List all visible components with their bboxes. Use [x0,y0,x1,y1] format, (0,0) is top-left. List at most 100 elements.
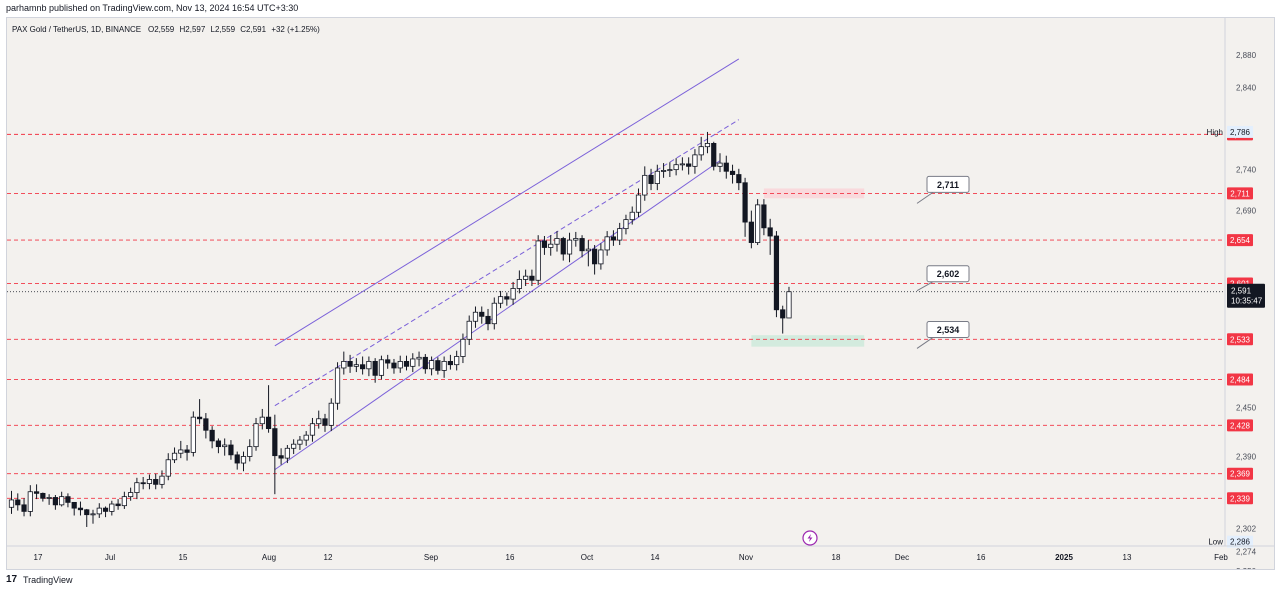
candle[interactable] [347,354,353,373]
candle[interactable] [96,503,102,518]
candle[interactable] [592,245,598,275]
candle[interactable] [33,484,40,500]
candle[interactable] [673,158,679,176]
candle[interactable] [65,493,71,508]
candle[interactable] [209,426,215,449]
candle[interactable] [535,235,541,286]
tradingview-brand[interactable]: TradingView [23,575,73,585]
candle[interactable] [548,235,554,256]
candle[interactable] [272,414,278,495]
candle[interactable] [403,355,410,371]
channel-middle-line[interactable] [274,119,740,407]
candle[interactable] [366,356,372,377]
event-bolt-icon[interactable] [802,530,818,546]
candle[interactable] [742,177,748,237]
candle[interactable] [610,230,617,246]
candle[interactable] [234,451,240,470]
candle[interactable] [428,356,435,376]
candle[interactable] [573,231,579,247]
candle[interactable] [247,439,253,462]
candle[interactable] [240,451,247,472]
candle[interactable] [410,353,416,373]
candle[interactable] [660,163,667,178]
candle[interactable] [159,470,165,489]
candle[interactable] [115,499,121,510]
candle[interactable] [667,162,673,178]
candle[interactable] [21,498,27,517]
chart-frame[interactable]: 2,711 2,602 2,534 2,880 2,840 2,740 2,690 2,45… [6,17,1275,576]
candle[interactable] [579,235,585,258]
candle[interactable] [353,358,359,373]
candle[interactable] [71,501,77,516]
candle[interactable] [435,357,441,375]
candle[interactable] [259,408,265,430]
candle[interactable] [692,149,698,174]
candle[interactable] [128,487,134,501]
callout-2711[interactable]: 2,711 [916,175,970,204]
candle[interactable] [90,509,96,524]
candle[interactable] [222,438,228,456]
candle[interactable] [585,240,591,267]
candle[interactable] [15,493,21,511]
candle[interactable] [203,413,209,439]
candle[interactable] [648,168,654,191]
candle[interactable] [341,351,347,375]
candle[interactable] [460,333,466,364]
candle[interactable] [309,417,316,442]
candle[interactable] [121,491,127,509]
candle[interactable] [479,306,485,324]
candle[interactable] [761,199,767,236]
candle[interactable] [303,431,309,446]
candle[interactable] [171,447,178,464]
time-axis[interactable]: 17 Jul 15 Aug 12 Sep 16 Oct 14 Nov 18 Dec 16 2025 13 Fe… [34,553,1229,562]
candle[interactable] [322,413,328,432]
candle[interactable] [441,356,447,378]
candle[interactable] [447,354,454,370]
candle[interactable] [780,305,786,334]
candle[interactable] [385,354,391,369]
candle[interactable] [472,306,479,328]
candle[interactable] [541,236,548,255]
candle[interactable] [140,476,146,490]
candle[interactable] [560,236,566,261]
candle[interactable] [316,410,322,429]
candle[interactable] [466,315,472,346]
candle[interactable] [422,354,428,374]
candle[interactable] [196,399,203,424]
candle[interactable] [686,157,692,175]
candle[interactable] [454,350,460,371]
candle[interactable] [723,155,729,179]
callout-2602[interactable]: 2,602 [916,265,970,292]
candle[interactable] [623,214,629,235]
candle[interactable] [711,141,717,171]
chart-svg[interactable]: 2,711 2,602 2,534 2,880 2,840 2,740 2,690 2,45… [7,18,1274,576]
candle[interactable] [102,506,109,518]
candle[interactable] [8,490,15,514]
candle[interactable] [679,157,685,171]
candle[interactable] [598,243,604,270]
candle[interactable] [786,286,792,319]
candle[interactable] [334,362,341,410]
candle[interactable] [253,417,259,451]
candle[interactable] [523,269,529,287]
candle[interactable] [755,199,761,246]
candle[interactable] [52,495,58,510]
candle[interactable] [27,485,33,517]
candle[interactable] [504,292,510,306]
tradingview-logo-icon[interactable]: 17 [6,574,18,585]
callout-2534[interactable]: 2,534 [916,320,970,349]
candle[interactable] [46,494,52,505]
candle[interactable] [617,222,623,246]
candle[interactable] [604,231,610,256]
candle[interactable] [736,168,742,191]
candle[interactable] [165,453,171,481]
candle[interactable] [109,500,115,516]
candle[interactable] [767,218,773,255]
candle[interactable] [698,136,704,161]
candle[interactable] [729,164,736,184]
candle[interactable] [654,164,660,191]
candle[interactable] [491,297,497,330]
candle[interactable] [629,206,635,225]
candle[interactable] [228,440,234,460]
candle[interactable] [184,445,190,461]
